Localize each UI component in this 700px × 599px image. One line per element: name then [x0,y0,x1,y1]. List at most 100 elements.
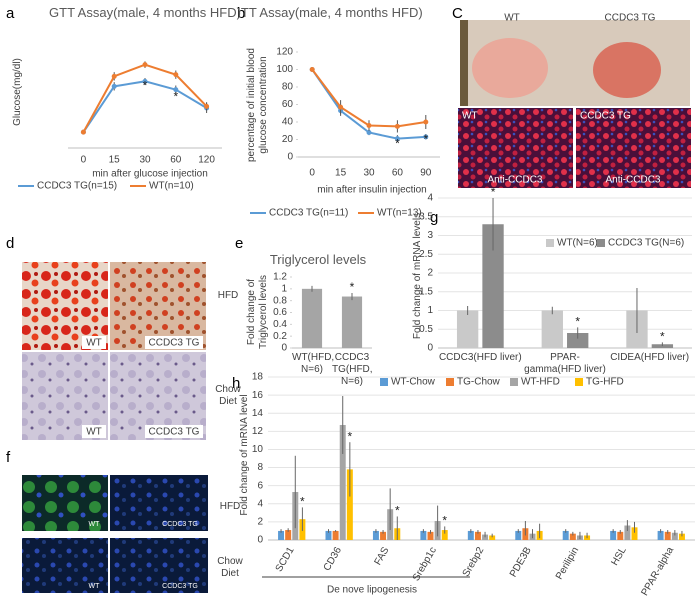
x-tick-label: 60 [392,168,404,179]
x-tick-label: FAS [373,545,392,567]
point [338,104,344,110]
chart-title: ITT Assay(male, 4 months HFD) [237,5,423,20]
y-tick-label: 1 [281,283,287,294]
legend-label: TG-HFD [586,377,624,388]
x-tick-label: PPAR-gamma(HFD liver) [524,352,606,375]
significance-mark: * [395,136,400,150]
bar [610,530,617,540]
row-label: HFD [219,501,241,512]
bar [671,532,678,540]
liver-wt [472,38,548,98]
x-tick-label: PDE3B [508,545,534,579]
image-label: CCDC3 TG [580,111,631,122]
y-axis-label: Fold change of mRNA level [239,394,250,516]
significance-mark: * [173,89,178,103]
row-label: Chow Diet [217,556,243,579]
point [142,78,148,84]
legend-label: CCDC3 TG(N=6) [608,238,684,249]
legend-swatch [380,378,388,386]
series-line [82,63,208,133]
x-tick-label: 15 [335,168,347,179]
legend-swatch [510,378,518,386]
legend-label: WT-HFD [521,377,560,388]
point [394,136,400,142]
photo-label: WT [504,13,520,24]
tile-label: WT [89,583,101,590]
significance-mark: * [143,79,148,93]
legend-swatch [575,378,583,386]
panel-label: g [430,209,438,226]
y-tick-label: 1.5 [419,286,433,297]
x-axis-label: min after glucose injection [92,169,208,180]
x-tick-label: 90 [420,168,432,179]
stain-label: Anti-CCDC3 [487,175,542,186]
bar [380,531,387,540]
series-line [311,68,426,128]
histology [110,262,206,350]
bar [427,531,434,540]
significance-mark: * [395,504,400,518]
legend-swatch [546,239,554,247]
y-tick-label: 2 [257,517,263,528]
fluorescence [110,475,208,531]
y-tick-label: 2.5 [419,249,433,260]
y-tick-label: 80 [282,82,294,93]
y-tick-label: 2 [427,268,433,279]
x-tick-label: CCDC3(HFD liver) [438,352,522,363]
legend-label: WT(N=6) [557,238,598,249]
row-label: HFD [217,290,239,301]
y-tick-label: 0 [257,535,263,546]
x-tick-label: 30 [139,155,151,166]
bar [541,310,563,348]
bar [664,531,671,540]
point [142,62,148,68]
fluorescence [22,538,108,593]
bar [285,530,292,540]
y-tick-label: 3.5 [419,211,433,222]
legend-label: WT(n=10) [149,181,194,192]
significance-mark: * [660,330,665,344]
point [309,67,315,72]
y-tick-label: 0 [287,152,293,163]
point [366,130,372,135]
x-tick-label: 30 [363,168,375,179]
tile-label: WT [89,521,101,528]
row-label: Chow Diet [215,384,241,407]
y-axis-label: Glucose(mg/dl) [12,58,23,126]
legend-swatch [446,378,454,386]
y-tick-label: 0.8 [273,295,287,306]
bar [657,530,664,540]
significance-mark: * [350,280,355,294]
point [204,103,210,109]
liver-tg [593,42,661,98]
bar [489,535,496,540]
bar [567,333,589,348]
x-tick-label: 0 [309,168,315,179]
x-tick-label: WT(HFD, N=6) [292,352,335,375]
significance-mark: * [575,315,580,329]
tile-label: CCDC3 TG [149,338,200,349]
panel-label: a [6,5,15,22]
point [80,129,86,135]
fluorescence [22,475,108,531]
y-tick-label: 0.2 [273,331,287,342]
y-axis-label: Fold change of Triglycerol levels [246,274,269,350]
x-tick-label: Perilipin [554,545,581,581]
point [366,123,372,128]
significance-mark: * [300,495,305,509]
bar [456,310,479,348]
bar [562,530,569,540]
significance-mark: * [348,429,353,443]
panel-label: f [6,449,11,466]
bar [420,530,427,540]
bar [631,527,638,540]
stain-image [576,108,691,188]
point [111,83,117,89]
bar [301,288,323,348]
chart-title: GTT Assay(male, 4 months HFD) [49,5,241,20]
bar [341,296,363,348]
stain-image [458,108,573,188]
x-tick-label: 0 [81,155,87,166]
bar [278,530,285,540]
ruler [460,20,468,106]
